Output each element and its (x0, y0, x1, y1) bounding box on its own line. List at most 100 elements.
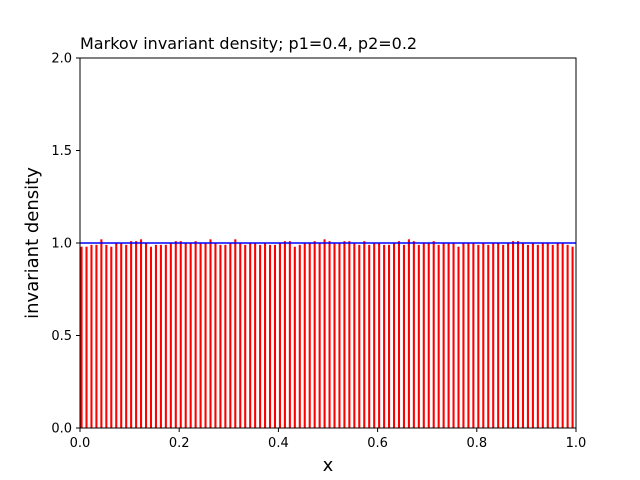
histogram-bar (189, 243, 192, 428)
histogram-bar (392, 243, 396, 428)
histogram-bar (254, 243, 257, 428)
histogram-bar (551, 244, 554, 428)
histogram-bar (526, 244, 529, 428)
histogram-bar (457, 246, 460, 428)
histogram-bar (512, 241, 515, 428)
histogram-bar (209, 239, 212, 428)
histogram-bar (318, 243, 321, 428)
histogram-bar (467, 243, 470, 428)
histogram-bar (85, 246, 88, 428)
histogram-bar (268, 244, 272, 428)
histogram-bar (497, 243, 500, 428)
histogram-bar (452, 243, 455, 428)
histogram-bar (338, 243, 341, 428)
histogram-bar (229, 243, 232, 428)
histogram-bar (487, 244, 490, 428)
histogram-bar (353, 243, 356, 428)
x-axis-label: x (323, 455, 334, 476)
histogram-bar (144, 243, 148, 428)
histogram-bar (264, 243, 267, 428)
histogram-bar (437, 244, 440, 428)
histogram-bar (358, 244, 361, 428)
histogram-bar (556, 243, 559, 428)
histogram-bar (259, 244, 262, 428)
histogram-bar (249, 243, 252, 428)
histogram-bar (199, 243, 202, 428)
histogram-bar (154, 244, 157, 428)
histogram-bar (323, 239, 326, 428)
histogram-bar (571, 246, 574, 428)
histogram-bar (130, 241, 133, 428)
histogram-bar (536, 244, 539, 428)
histogram-bar (447, 243, 450, 428)
histogram-bar (541, 243, 544, 428)
x-tick-label: 0.8 (466, 436, 487, 451)
histogram-bar (521, 243, 525, 428)
histogram-bar (298, 244, 301, 428)
x-tick-label: 0.0 (70, 436, 91, 451)
histogram-bar (184, 243, 187, 428)
histogram-bar (95, 244, 98, 428)
histogram-bar (373, 243, 376, 428)
histogram-bar (462, 243, 465, 428)
histogram-bar (115, 243, 118, 428)
histogram-bar (204, 243, 207, 428)
histogram-bar (343, 241, 346, 428)
histogram-bar (288, 241, 291, 428)
histogram-bar (293, 246, 296, 428)
histogram-bar (90, 244, 93, 428)
histogram-bar (348, 241, 351, 428)
histogram-bar (105, 244, 108, 428)
histogram-bar (164, 244, 167, 428)
y-tick-label: 0.5 (51, 329, 72, 344)
histogram-bar (234, 239, 237, 428)
histogram-bar (516, 241, 520, 428)
histogram-bar (308, 243, 311, 428)
y-tick-label: 0.0 (51, 422, 72, 437)
histogram-bar (239, 243, 242, 428)
histogram-bar (244, 244, 247, 428)
histogram-bar (531, 243, 534, 428)
histogram-bar (427, 243, 430, 428)
histogram-bar (283, 241, 286, 428)
histogram-bar (149, 246, 153, 428)
histogram-bar (561, 243, 564, 428)
histogram-bar (110, 246, 113, 428)
histogram-bar (100, 239, 103, 428)
x-axis-ticks: 0.0 0.2 0.4 0.6 0.8 1.0 (70, 428, 586, 451)
histogram-bar (407, 239, 410, 428)
histogram-bar (432, 241, 435, 428)
histogram-bar (328, 241, 331, 428)
histogram-bar (194, 241, 197, 428)
histogram-bar (492, 243, 495, 428)
histogram-bar (422, 243, 425, 428)
histogram-bar (482, 243, 485, 428)
histogram-bar (388, 244, 391, 428)
histogram-bar (412, 241, 415, 428)
histogram-bar (477, 244, 480, 428)
histogram-bar (174, 241, 177, 428)
x-tick-label: 0.2 (169, 436, 190, 451)
histogram-bar (442, 243, 445, 428)
histogram-bar (224, 244, 227, 428)
histogram-bar (120, 243, 123, 428)
histogram-bar (333, 243, 336, 428)
y-axis-ticks: 0.0 0.5 1.0 1.5 2.0 (51, 52, 80, 437)
x-tick-label: 0.4 (268, 436, 289, 451)
histogram-bar (169, 243, 172, 428)
histogram-bar (214, 243, 217, 428)
histogram-bar (303, 243, 306, 428)
chart-title: Markov invariant density; p1=0.4, p2=0.2 (80, 34, 417, 53)
histogram-bar (135, 241, 138, 428)
histogram-bar (502, 244, 505, 428)
histogram-bar (368, 244, 371, 428)
y-tick-label: 1.5 (51, 144, 72, 159)
histogram-bar (566, 244, 569, 428)
histogram-bar (417, 244, 420, 428)
bars-group (80, 239, 574, 428)
histogram-bar (125, 244, 128, 428)
histogram-bar (378, 243, 381, 428)
histogram-bar (383, 244, 386, 428)
histogram-bar (402, 244, 405, 428)
